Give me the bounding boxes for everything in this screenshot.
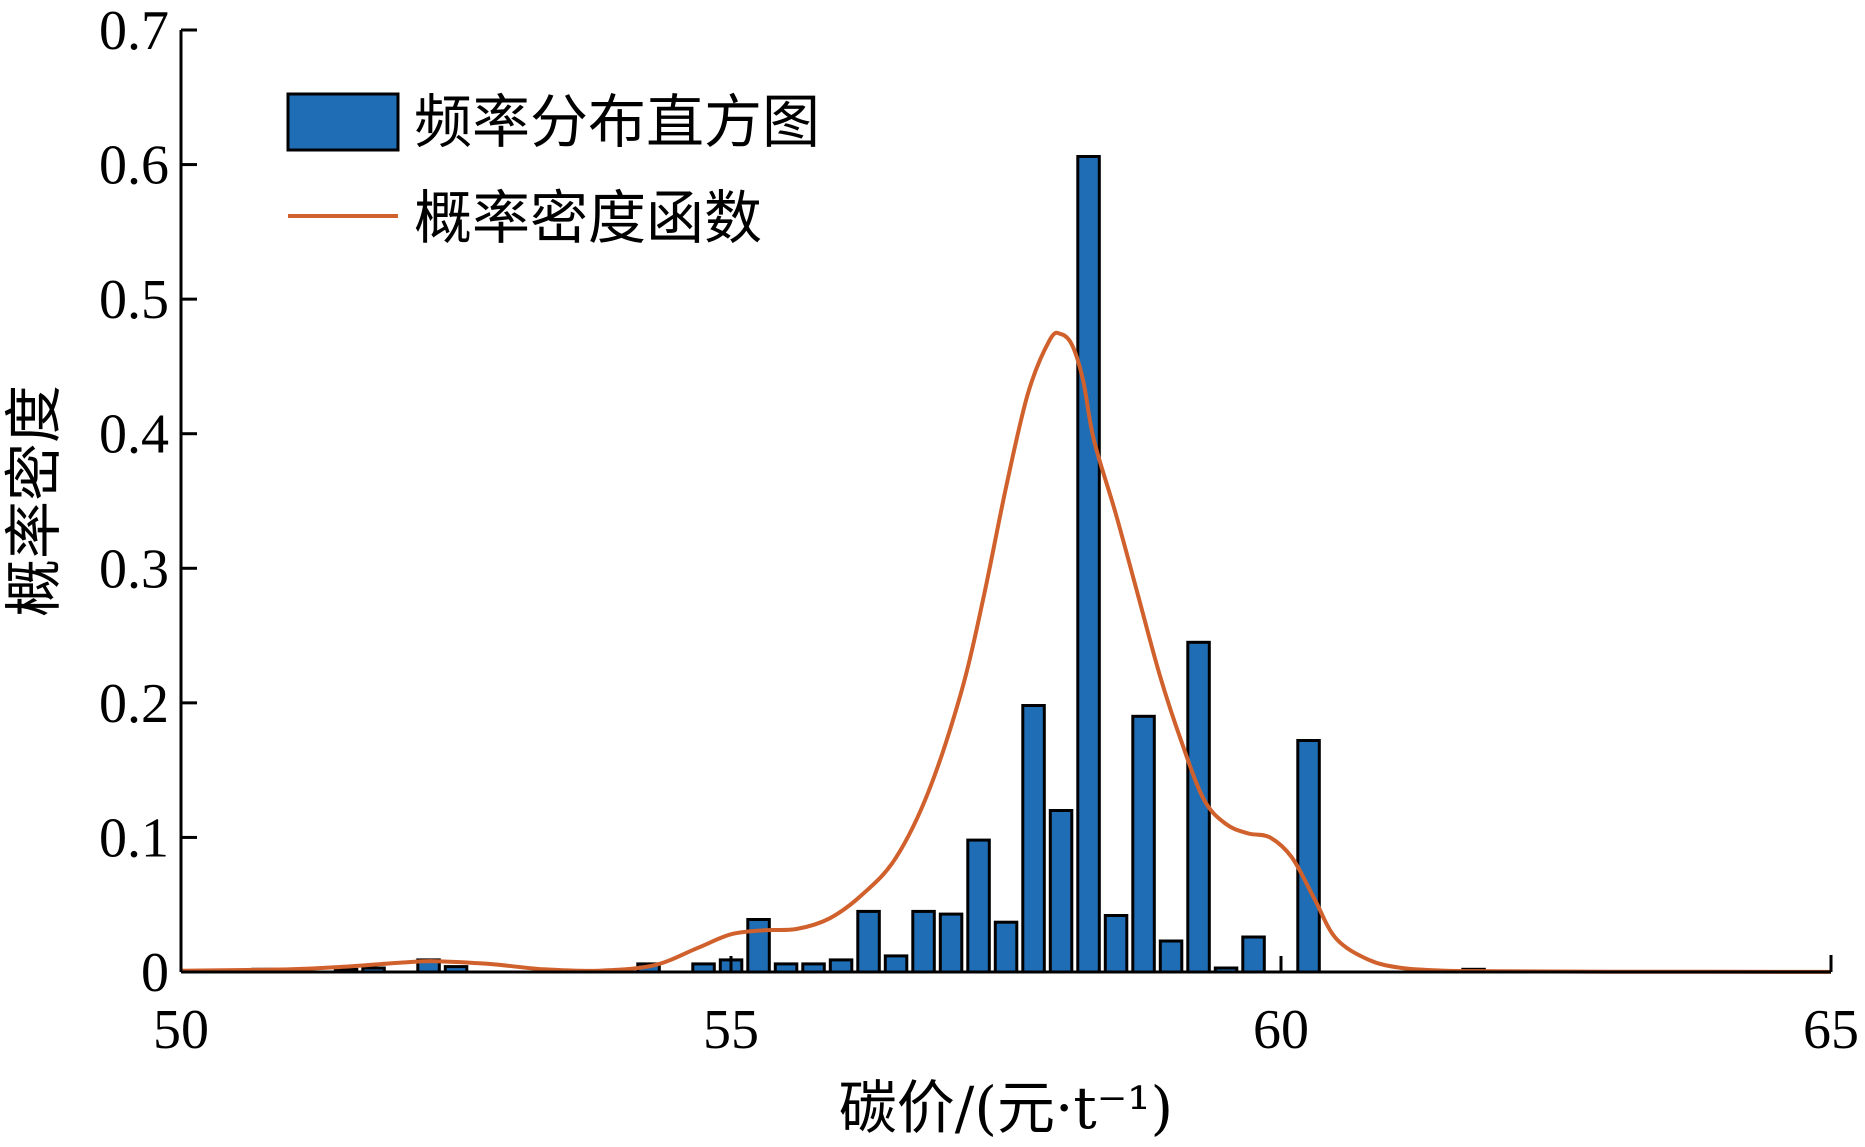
y-tick-label: 0.6 <box>99 135 169 197</box>
histogram-bar <box>1048 809 1074 974</box>
y-axis-title: 概率密度 <box>0 385 68 617</box>
x-tick-label: 55 <box>703 999 759 1061</box>
legend-swatch-histogram <box>286 92 400 152</box>
histogram-bar <box>911 909 936 974</box>
y-tick-label: 0.7 <box>99 0 169 62</box>
legend-label-density: 概率密度函数 <box>414 184 762 252</box>
y-tick-label: 0.2 <box>99 673 169 735</box>
y-tick-label: 0.1 <box>99 807 169 869</box>
x-tick-label: 60 <box>1253 999 1309 1061</box>
histogram-bar <box>828 958 854 974</box>
axes <box>179 30 1833 974</box>
histogram-bar <box>993 920 1019 974</box>
legend-label-histogram: 频率分布直方图 <box>414 88 820 156</box>
x-tick-label: 50 <box>153 999 209 1061</box>
x-axis-title: 碳价/(元·t⁻¹) <box>839 1074 1173 1142</box>
histogram-bars <box>251 155 1486 974</box>
histogram-bar <box>1158 939 1184 974</box>
histogram-bar <box>1076 155 1101 974</box>
histogram-bar <box>1296 739 1321 974</box>
y-tick-label: 0 <box>141 942 169 1004</box>
histogram-bar <box>883 954 909 974</box>
histogram-bar <box>1241 935 1266 974</box>
histogram-bar <box>746 918 771 974</box>
y-tick-label: 0.5 <box>99 269 169 331</box>
x-ticks: 50 55 60 65 <box>153 956 1859 1061</box>
y-tick-label: 0.3 <box>99 538 169 600</box>
histogram-bar <box>938 912 964 974</box>
density-curve-layer <box>180 330 1832 974</box>
x-tick-label: 65 <box>1803 999 1859 1061</box>
histogram-bar <box>1021 704 1046 974</box>
histogram-bar <box>966 838 991 974</box>
histogram-bar <box>1131 714 1156 974</box>
histogram-bar <box>1186 640 1211 974</box>
y-ticks: 0 0.1 0.2 0.3 0.4 0.5 0.6 0.7 <box>99 0 197 1004</box>
y-tick-label: 0.4 <box>99 404 169 466</box>
density-curve <box>180 330 1832 974</box>
legend: 频率分布直方图 概率密度函数 <box>286 88 820 252</box>
histogram-bar <box>1103 914 1129 974</box>
histogram-bar <box>856 909 881 974</box>
